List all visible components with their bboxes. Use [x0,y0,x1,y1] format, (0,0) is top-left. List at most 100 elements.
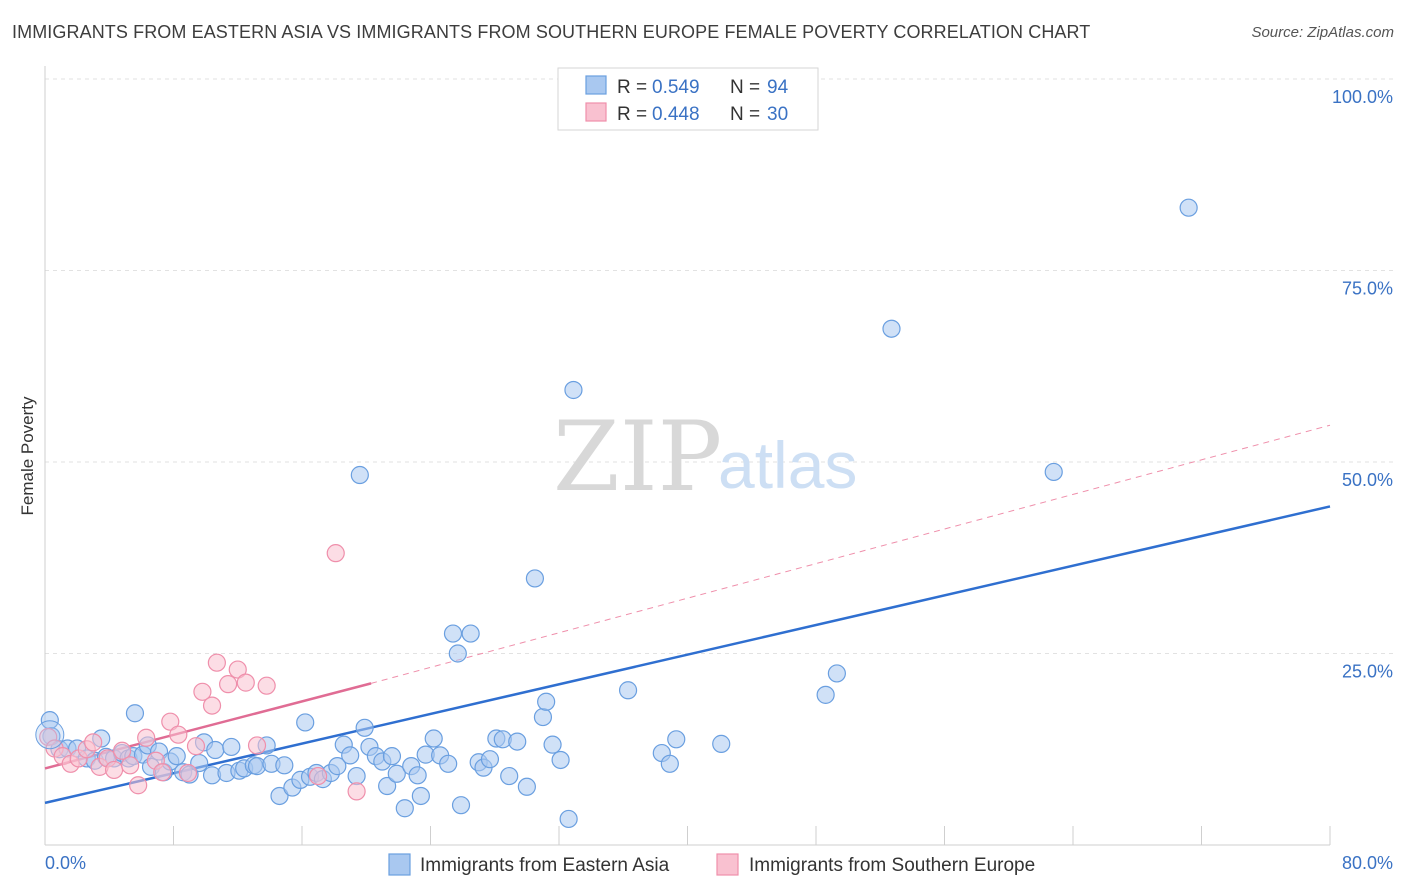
data-point [296,713,315,732]
data-point [186,737,206,756]
data-point [517,777,536,796]
data-point [500,766,519,786]
data-point [129,776,148,795]
data-point [193,682,212,701]
series-legend-label-eastern-asia: Immigrants from Eastern Asia [420,855,670,876]
legend-r-value-eastern-asia: 0.549 [652,77,700,98]
data-point [236,673,255,692]
legend-swatch-eastern-asia [585,75,607,95]
chart-title: IMMIGRANTS FROM EASTERN ASIA VS IMMIGRAN… [12,22,1091,42]
data-point [827,664,846,683]
y-tick-label: 25.0% [1342,662,1393,682]
data-point [618,681,638,700]
data-point [408,766,427,785]
data-point [543,735,562,754]
watermark-atlas: atlas [718,428,857,502]
data-point [525,569,545,588]
data-point [667,730,686,749]
series-legend-label-southern-europe: Immigrants from Southern Europe [749,855,1035,876]
data-point [247,736,267,755]
data-point [551,750,570,770]
data-point [326,544,345,563]
data-point [104,760,124,780]
data-point [167,747,186,766]
trend-line-0 [44,505,1331,805]
watermark: ZIP atlas [553,401,857,513]
legend-r-label-eastern-asia: R = [617,77,647,98]
data-point [1044,462,1063,482]
legend-n-label-southern-europe: N = [730,104,760,125]
data-point [219,675,238,694]
y-tick-label: 50.0% [1342,470,1393,490]
data-point [341,746,360,765]
axes [44,66,1331,846]
legend-n-value-southern-europe: 30 [767,104,788,125]
gridlines [45,78,1393,654]
legend-r-label-southern-europe: R = [617,104,647,125]
data-point [161,712,180,731]
data-point [443,624,463,643]
data-point [112,741,132,760]
data-point [559,809,578,829]
data-point [355,718,374,737]
data-point [533,707,553,727]
series-legend: Immigrants from Eastern Asia Immigrants … [388,853,1035,876]
data-point [84,733,103,752]
tick-labels: 25.0% 50.0% 75.0% 100.0% 0.0% 80.0% [45,87,1393,873]
data-point [439,754,458,773]
series-legend-swatch-eastern-asia [388,853,411,876]
data-point [461,624,480,643]
y-tick-label: 75.0% [1342,279,1393,299]
data-point [564,380,583,400]
data-point [228,660,247,679]
data-point [411,786,430,806]
data-point [257,676,276,695]
data-point [347,766,366,786]
data-point [451,796,471,815]
legend-n-value-eastern-asia: 94 [767,77,789,98]
data-point [537,692,556,711]
data-point [121,756,140,775]
data-point [882,319,901,338]
data-point [448,644,467,663]
source-label: Source: ZipAtlas.com [1251,24,1394,41]
legend: R = 0.549 N = 94 R = 0.448 N = 30 [557,67,819,131]
legend-n-label-eastern-asia: N = [730,77,760,98]
data-point [202,696,222,715]
x-tick-label: 80.0% [1342,853,1393,873]
series-legend-swatch-southern-europe [716,853,739,876]
data-point [508,732,527,751]
data-point [207,653,226,672]
data-point [387,764,406,783]
trend-extension-line [370,424,1331,684]
data-point [153,763,172,782]
data-point [660,754,679,773]
data-point [222,737,241,757]
data-point [480,750,500,769]
legend-r-value-southern-europe: 0.448 [652,104,700,125]
data-point [395,799,414,818]
data-point [275,756,294,775]
legend-swatch-southern-europe [585,102,607,122]
data-point [308,766,328,786]
data-point [125,704,145,723]
data-point [816,685,835,704]
data-point [378,776,397,796]
data-point [1179,198,1198,217]
data-point [712,734,731,753]
data-point [350,465,369,485]
y-axis-title: Female Poverty [18,396,37,516]
x-tick-label: 0.0% [45,853,86,873]
data-point [178,763,198,783]
data-point [270,786,289,806]
data-point [424,729,443,748]
data-point [382,747,402,766]
data-point [328,757,347,776]
data-point [347,782,366,801]
data-point [169,725,188,744]
data-point [137,728,156,747]
data-point [35,720,65,750]
data-point [206,740,225,760]
watermark-zip: ZIP [553,401,722,513]
